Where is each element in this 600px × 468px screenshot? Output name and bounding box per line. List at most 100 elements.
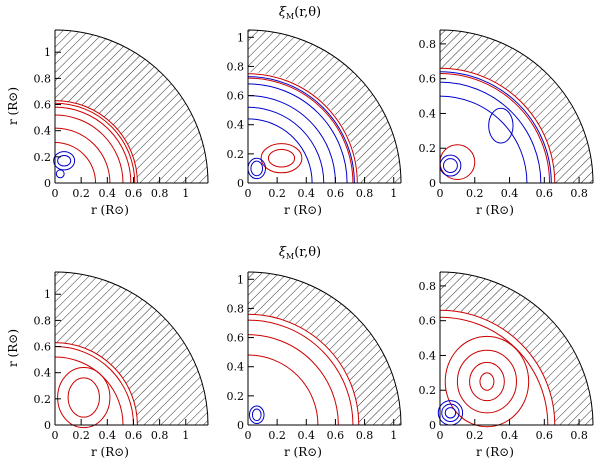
y-tick-label: 0.6 (419, 73, 437, 86)
x-tick-label: 1 (390, 187, 397, 200)
red-contour (247, 313, 360, 426)
envelope-hatch (248, 272, 401, 425)
star-surface (439, 29, 594, 184)
blue-contour (439, 95, 528, 184)
y-tick-label: 0.6 (227, 332, 245, 345)
red-loop (469, 361, 505, 402)
y-tick-label: 0.8 (419, 280, 437, 293)
blue-contour (439, 81, 542, 184)
star-surface (247, 271, 402, 426)
x-tick-label: 0.2 (72, 187, 90, 200)
red-contour (54, 102, 136, 184)
x-tick-label: 0.4 (298, 187, 316, 200)
y-tick-label: 1 (44, 46, 51, 59)
y-tick-label: 0.8 (227, 302, 245, 315)
x-tick-label: 0.8 (356, 187, 374, 200)
x-tick-label: 0.8 (570, 187, 588, 200)
x-axis-label: r (R⊙) (476, 445, 514, 459)
x-tick-label: 1 (390, 429, 397, 442)
blue-contour (247, 76, 355, 184)
red-contour (54, 106, 132, 184)
x-tick-label: 0.2 (268, 187, 286, 200)
x-tick-label: 0.6 (536, 187, 554, 200)
x-tick-label: 0.2 (466, 187, 484, 200)
red-contour (54, 100, 138, 184)
y-tick-label: 0.2 (34, 151, 52, 164)
x-tick-label: 0.6 (536, 429, 554, 442)
y-tick-label: 0.6 (34, 99, 52, 112)
panel-0-1: 0 0.2 0.4 0.6 0.8 1 0 0.2 0.4 0.6 0.8 1 r (R⊙) (227, 29, 402, 217)
blue-contour (247, 106, 325, 184)
y-tick-label: 0.2 (419, 384, 437, 397)
panels: 0 0.2 0.4 0.6 0.8 1 0 0.2 0.4 0.6 0.8 1 r (R⊙) r (R⊙)… (6, 29, 594, 459)
y-tick-label: 0.2 (227, 390, 245, 403)
red-contour (247, 77, 354, 184)
y-tick-label: 0.2 (34, 393, 52, 406)
red-contour (439, 67, 556, 184)
y-tick-label: 0 (429, 177, 436, 190)
y-tick-label: 0.4 (34, 367, 52, 380)
panel-0-0: 0 0.2 0.4 0.6 0.8 1 0 0.2 0.4 0.6 0.8 1 r (R⊙) r (R⊙) (6, 29, 209, 217)
svg-text:ξM(r,θ): ξM(r,θ) (279, 245, 321, 261)
x-tick-label: 0.4 (501, 187, 519, 200)
blue-loop (488, 107, 514, 144)
x-tick-label: 0.6 (125, 429, 143, 442)
x-tick-label: 0.8 (570, 429, 588, 442)
y-tick-label: 0 (44, 419, 51, 432)
red-contour (247, 319, 354, 426)
blue-contour (247, 83, 348, 184)
panel-1-2: 0 0.2 0.4 0.6 0.8 0 0.2 0.4 0.6 0.8 r (R⊙) (419, 271, 594, 459)
x-tick-label: 0 (245, 429, 252, 442)
envelope-hatch (440, 272, 593, 425)
x-tick-label: 0.2 (466, 429, 484, 442)
x-tick-label: 0.2 (72, 429, 90, 442)
x-tick-label: 0 (245, 187, 252, 200)
y-axis-label: r (R⊙) (6, 329, 20, 367)
red-contour (247, 334, 339, 426)
x-tick-label: 0.8 (151, 429, 169, 442)
red-loop (57, 366, 111, 429)
x-tick-label: 0 (437, 187, 444, 200)
red-loop (67, 377, 100, 418)
svg-text:ξM(r,θ): ξM(r,θ) (279, 5, 321, 21)
y-tick-label: 0.2 (419, 142, 437, 155)
y-tick-label: 0.8 (34, 72, 52, 85)
blue-loop (444, 407, 457, 419)
x-tick-label: 0 (52, 187, 59, 200)
blue-contour (247, 118, 313, 184)
star-surface (439, 271, 594, 426)
y-axis-label: r (R⊙) (6, 87, 20, 125)
y-tick-label: 0 (44, 177, 51, 190)
blue-contour (439, 71, 552, 184)
y-tick-label: 0.4 (34, 125, 52, 138)
x-axis-label: r (R⊙) (91, 203, 129, 217)
blue-loop (251, 408, 262, 422)
x-axis-label: r (R⊙) (476, 203, 514, 217)
y-tick-label: 0.6 (227, 90, 245, 103)
red-contour (247, 354, 319, 426)
red-contour (439, 72, 551, 184)
red-contour (247, 73, 358, 184)
x-tick-label: 0 (437, 429, 444, 442)
blue-loop (248, 405, 265, 425)
y-tick-label: 0.4 (227, 361, 245, 374)
red-contour (54, 141, 97, 184)
x-tick-label: 0 (52, 429, 59, 442)
y-tick-label: 0 (237, 177, 244, 190)
x-tick-label: 0.4 (501, 429, 519, 442)
y-tick-label: 0.8 (419, 38, 437, 51)
blue-loop (57, 155, 72, 167)
x-axis-label: r (R⊙) (91, 445, 129, 459)
x-tick-label: 0.2 (268, 429, 286, 442)
y-tick-label: 0.2 (227, 148, 245, 161)
blue-loop (55, 169, 65, 179)
red-loop (260, 143, 303, 174)
red-contour (54, 114, 124, 184)
x-tick-label: 0.6 (327, 429, 345, 442)
star-surface (54, 271, 209, 426)
red-contour (54, 356, 124, 426)
panel-0-2: 0 0.2 0.4 0.6 0.8 0 0.2 0.4 0.6 0.8 r (R⊙) (419, 29, 594, 217)
x-tick-label: 0.8 (356, 429, 374, 442)
title-top: ξM(r,θ) (279, 5, 321, 21)
